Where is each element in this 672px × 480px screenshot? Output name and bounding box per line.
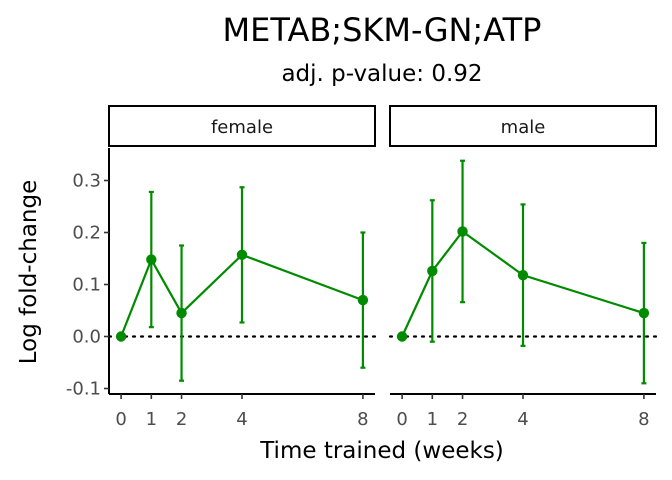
facet-strip-label: male <box>501 117 546 138</box>
chart-subtitle: adj. p-value: 0.92 <box>281 61 482 87</box>
data-point <box>427 265 438 277</box>
y-tick-label: 0.1 <box>72 275 101 296</box>
data-point <box>396 331 408 342</box>
facet-panel-female: female -0.1 0.0 0.1 0.2 0.3 0 1 2 4 8 <box>66 105 377 430</box>
facet-panel-male: male 0 1 2 4 8 <box>388 105 658 430</box>
data-point <box>517 269 529 281</box>
chart-title: METAB;SKM-GN;ATP <box>223 11 542 49</box>
data-point <box>146 254 157 265</box>
x-tick-label: 8 <box>357 409 368 430</box>
y-tick-label: -0.1 <box>66 379 101 400</box>
data-point <box>638 307 650 319</box>
data-point <box>236 249 248 261</box>
x-tick-label: 4 <box>236 409 247 430</box>
y-tick-label: 0.2 <box>72 223 101 244</box>
facet-strip-label: female <box>211 117 273 138</box>
data-point <box>357 294 369 306</box>
data-point <box>176 307 187 319</box>
facet-strip <box>108 105 376 147</box>
data-point <box>457 226 468 237</box>
y-tick-label: 0.3 <box>72 171 101 192</box>
x-tick-label: 4 <box>517 409 528 430</box>
x-tick-label: 2 <box>457 409 468 430</box>
facet-strip <box>389 105 657 147</box>
x-tick-label: 1 <box>427 409 438 430</box>
x-tick-label: 1 <box>146 409 157 430</box>
y-axis-title: Log fold-change <box>16 180 42 365</box>
x-axis-title: Time trained (weeks) <box>259 438 504 464</box>
y-tick-label: 0.0 <box>72 327 101 348</box>
x-tick-label: 8 <box>638 409 649 430</box>
x-tick-label: 0 <box>396 409 407 430</box>
x-tick-label: 0 <box>115 409 126 430</box>
data-point <box>115 331 127 342</box>
x-tick-label: 2 <box>176 409 187 430</box>
